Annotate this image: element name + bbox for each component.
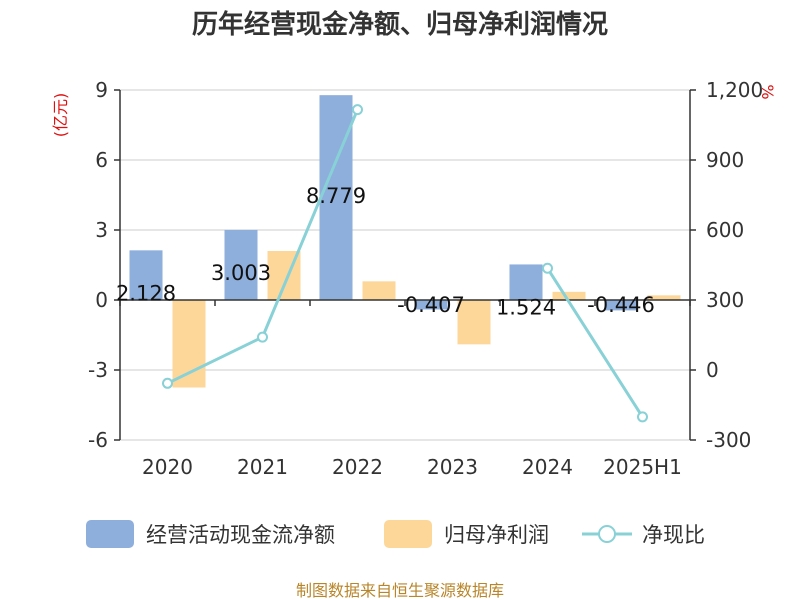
left-tick-label: -6 xyxy=(88,428,108,452)
right-tick-label: 300 xyxy=(706,288,744,312)
bar-cash-flow xyxy=(224,229,258,300)
x-tick-label: 2025H1 xyxy=(603,455,682,479)
left-tick-label: 0 xyxy=(95,288,108,312)
data-label: 2.128 xyxy=(116,281,176,305)
right-tick-label: -300 xyxy=(706,428,751,452)
bar-net-profit xyxy=(362,281,396,300)
right-tick-label: 900 xyxy=(706,148,744,172)
data-label: 3.003 xyxy=(211,261,271,285)
bar-net-profit xyxy=(647,295,681,300)
legend: 经营活动现金流净额 归母净利润 净现比 xyxy=(86,520,705,548)
bar-cash-flow xyxy=(129,250,163,300)
left-tick-label: -3 xyxy=(88,358,108,382)
data-labels: 2.128 3.003 8.779 -0.407 1.524 -0.446 xyxy=(116,184,655,319)
ratio-point xyxy=(542,262,553,274)
data-label: -0.407 xyxy=(397,293,465,317)
x-tick-label: 2023 xyxy=(427,455,478,479)
x-tick-label: 2024 xyxy=(522,455,573,479)
right-tick-label: 600 xyxy=(706,218,744,242)
bar-net-profit xyxy=(552,291,586,300)
right-tick-label: 1,200 xyxy=(706,78,763,102)
left-tick-label: 3 xyxy=(95,218,108,242)
source-note: 制图数据来自恒生聚源数据库 xyxy=(296,581,504,600)
axes: 9 6 3 0 -3 -6 1,200 900 600 300 0 -300 2020 2021 2022 2… xyxy=(88,78,763,479)
right-tick-label: 0 xyxy=(706,358,719,382)
bar-cash-flow xyxy=(414,300,448,310)
legend-swatch-marker xyxy=(598,525,616,543)
left-axis-unit: (亿元) xyxy=(51,93,70,138)
bar-cash-flow xyxy=(509,264,543,300)
chart-title: 历年经营现金净额、归母净利润情况 xyxy=(192,9,608,40)
ratio-point xyxy=(352,104,363,116)
bar-cash-flow xyxy=(604,300,638,311)
ratio-line xyxy=(162,104,648,423)
legend-swatch xyxy=(86,520,134,548)
bars xyxy=(129,95,681,388)
x-tick-label: 2020 xyxy=(142,455,193,479)
right-axis-unit: % xyxy=(758,84,777,99)
data-label: 8.779 xyxy=(306,184,366,208)
data-label: 1.524 xyxy=(496,295,556,319)
legend-label: 净现比 xyxy=(642,523,705,547)
left-tick-label: 9 xyxy=(95,78,108,102)
ratio-line-path xyxy=(546,267,644,418)
x-tick-label: 2021 xyxy=(237,455,288,479)
ratio-point xyxy=(257,331,268,343)
legend-label: 归母净利润 xyxy=(444,523,549,547)
x-tick-label: 2022 xyxy=(332,455,383,479)
legend-label: 经营活动现金流净额 xyxy=(146,523,335,547)
data-label: -0.446 xyxy=(587,293,655,317)
legend-swatch xyxy=(384,520,432,548)
bar-cash-flow xyxy=(319,95,353,300)
ratio-point xyxy=(637,411,648,423)
bar-net-profit xyxy=(457,300,491,345)
left-tick-label: 6 xyxy=(95,148,108,172)
ratio-point xyxy=(162,377,173,389)
